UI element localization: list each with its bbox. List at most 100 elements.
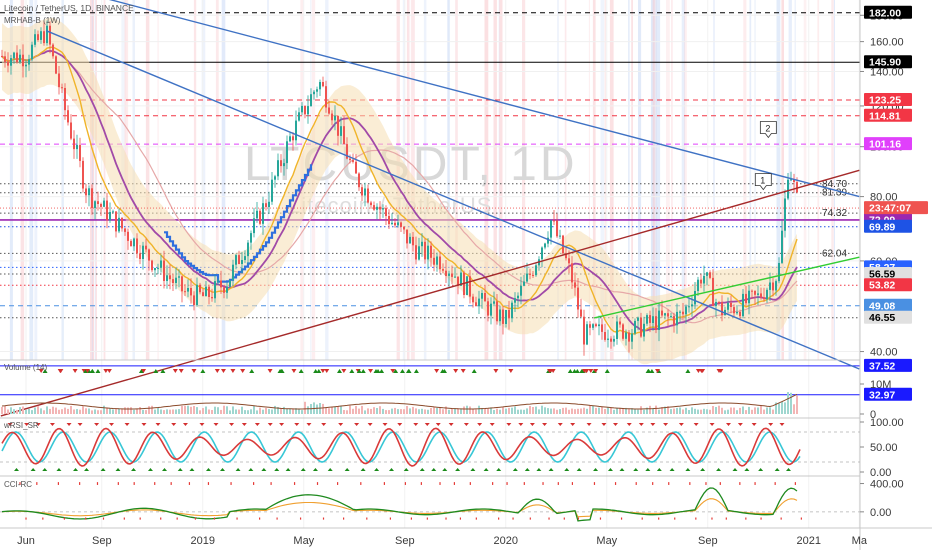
volume-bar[interactable] [100,410,102,414]
volume-bar[interactable] [613,409,615,414]
volume-bar[interactable] [730,407,732,415]
candle-body[interactable] [262,203,264,224]
candle-body[interactable] [739,312,741,317]
volume-bar[interactable] [4,405,6,414]
candle-body[interactable] [511,302,513,319]
candle-body[interactable] [517,295,519,299]
volume-bar[interactable] [523,409,525,414]
volume-bar[interactable] [190,406,192,414]
volume-bar[interactable] [550,408,552,414]
candle-body[interactable] [550,220,552,238]
volume-bar[interactable] [181,405,183,414]
volume-bar[interactable] [637,409,639,414]
candle-body[interactable] [448,273,450,276]
candle-body[interactable] [295,120,297,141]
candle-body[interactable] [526,273,528,282]
candle-body[interactable] [97,201,99,204]
volume-bar[interactable] [286,408,288,414]
volume-bar[interactable] [667,406,669,414]
candle-body[interactable] [679,311,681,313]
candle-body[interactable] [301,105,303,113]
candle-body[interactable] [115,211,117,232]
candle-body[interactable] [385,208,387,216]
candle-body[interactable] [73,138,75,150]
volume-bar[interactable] [295,408,297,414]
candle-body[interactable] [493,301,495,304]
candle-body[interactable] [748,290,750,304]
candle-body[interactable] [649,315,651,323]
volume-bar[interactable] [517,409,519,414]
volume-bar[interactable] [133,409,135,414]
volume-bar[interactable] [499,409,501,414]
volume-bar[interactable] [610,408,612,414]
candle-body[interactable] [103,200,105,207]
wrsi-pane[interactable] [0,423,860,471]
volume-bar[interactable] [511,407,513,414]
candle-body[interactable] [457,276,459,286]
candle-body[interactable] [16,52,18,63]
price-badge-37.52[interactable] [864,358,912,372]
volume-bar[interactable] [544,407,546,414]
candle-body[interactable] [688,306,690,308]
volume-bar[interactable] [148,406,150,414]
candle-body[interactable] [559,235,561,237]
candle-body[interactable] [502,309,504,324]
candle-body[interactable] [259,210,261,224]
candle-body[interactable] [553,220,555,222]
volume-bar[interactable] [655,405,657,414]
volume-label[interactable]: Volume (14) [4,363,47,372]
candle-body[interactable] [637,317,639,321]
volume-bar[interactable] [469,406,471,415]
candle-body[interactable] [790,179,792,181]
volume-bar[interactable] [247,410,249,414]
candle-body[interactable] [139,253,141,259]
candle-body[interactable] [589,324,591,328]
candle-body[interactable] [667,313,669,317]
candle-body[interactable] [625,332,627,339]
volume-bar[interactable] [724,410,726,414]
volume-bar[interactable] [214,406,216,414]
candle-body[interactable] [313,91,315,95]
candle-body[interactable] [613,338,615,342]
trendline-3[interactable] [0,169,860,417]
volume-bar[interactable] [532,407,534,414]
candle-body[interactable] [715,302,717,306]
candle-body[interactable] [496,301,498,322]
volume-bar[interactable] [679,407,681,415]
candle-body[interactable] [730,302,732,307]
volume-bar[interactable] [157,407,159,414]
volume-bar[interactable] [22,406,24,415]
volume-bar[interactable] [748,406,750,414]
price-badge-69.89[interactable] [864,219,912,233]
volume-bar[interactable] [274,405,276,414]
volume-bar[interactable] [490,407,492,414]
volume-bar[interactable] [406,406,408,414]
volume-bar[interactable] [304,401,306,414]
candle-body[interactable] [148,249,150,261]
volume-bar[interactable] [502,407,504,414]
cci-label[interactable]: CCI-RC [4,480,32,489]
volume-bar[interactable] [325,407,327,414]
volume-bar[interactable] [382,408,384,414]
price-badge-49.08[interactable] [864,298,912,312]
candle-body[interactable] [676,311,678,326]
volume-bar[interactable] [562,407,564,414]
volume-bar[interactable] [91,410,93,414]
volume-bar[interactable] [46,406,48,414]
candle-body[interactable] [34,34,36,45]
volume-bar[interactable] [64,407,66,414]
candle-body[interactable] [280,160,282,167]
candle-body[interactable] [199,284,201,293]
candle-body[interactable] [718,302,720,303]
volume-bar[interactable] [340,406,342,415]
volume-bar[interactable] [514,406,516,415]
candle-body[interactable] [439,256,441,270]
volume-bar[interactable] [19,407,21,414]
candle-body[interactable] [289,136,291,142]
volume-bar[interactable] [481,408,483,414]
candle-body[interactable] [193,295,195,305]
candle-body[interactable] [772,282,774,291]
volume-bar[interactable] [253,406,255,414]
candle-body[interactable] [469,276,471,297]
